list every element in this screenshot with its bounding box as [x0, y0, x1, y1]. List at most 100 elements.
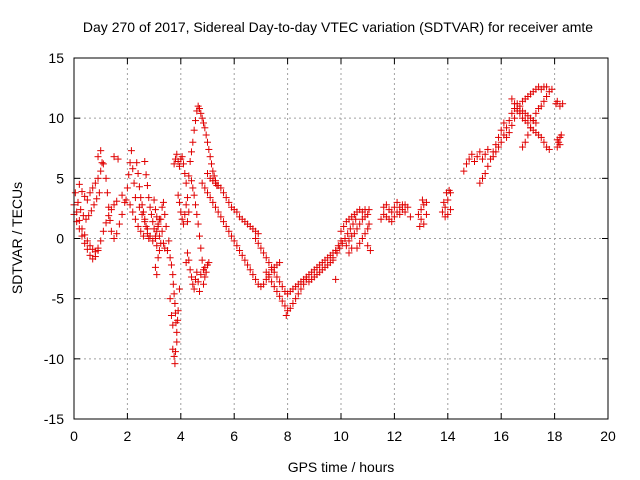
data-point	[126, 201, 134, 209]
data-point	[209, 198, 217, 206]
data-point	[190, 285, 198, 293]
data-point	[190, 191, 198, 199]
data-point	[476, 179, 484, 187]
data-point	[170, 160, 178, 168]
data-point	[361, 230, 369, 238]
data-point	[553, 136, 561, 144]
data-point	[444, 196, 452, 204]
x-tick-label: 20	[600, 428, 616, 444]
data-point	[365, 206, 373, 214]
data-series	[70, 83, 567, 368]
data-point	[345, 249, 353, 257]
y-tick-label: 0	[56, 231, 64, 247]
data-point	[158, 227, 166, 235]
data-point	[71, 189, 79, 197]
data-point	[171, 299, 179, 307]
data-point	[155, 232, 163, 240]
data-point	[241, 256, 249, 264]
data-point	[115, 220, 123, 228]
data-point	[182, 259, 190, 267]
data-point	[276, 278, 284, 286]
data-point	[134, 170, 142, 178]
x-tick-label: 18	[547, 428, 563, 444]
data-point	[332, 275, 340, 283]
data-point	[166, 254, 174, 262]
data-point	[83, 245, 91, 253]
x-tick-label: 4	[177, 428, 185, 444]
data-point	[134, 222, 142, 230]
data-point	[183, 249, 191, 257]
data-point	[497, 138, 505, 146]
data-point	[356, 220, 364, 228]
data-point	[479, 155, 487, 163]
data-point	[364, 242, 372, 250]
data-point	[202, 268, 210, 276]
data-point	[342, 242, 350, 250]
data-point	[173, 328, 181, 336]
data-point	[257, 244, 265, 252]
data-point	[189, 184, 197, 192]
data-point	[129, 165, 137, 173]
data-point	[365, 220, 373, 228]
data-point	[276, 292, 284, 300]
data-point	[204, 170, 211, 178]
data-point	[137, 194, 145, 202]
data-point	[81, 192, 89, 200]
data-point	[189, 138, 197, 146]
data-point	[179, 160, 187, 168]
data-point	[217, 184, 225, 192]
data-point	[149, 218, 157, 226]
data-point	[142, 171, 150, 179]
data-point	[265, 259, 273, 267]
data-point	[95, 189, 103, 197]
data-point	[169, 321, 177, 329]
data-point	[388, 218, 396, 226]
data-point	[154, 222, 162, 230]
data-point	[91, 253, 99, 261]
data-point	[545, 145, 553, 153]
data-point	[165, 237, 173, 245]
data-point	[183, 194, 191, 202]
data-point	[199, 119, 207, 127]
data-point	[89, 184, 97, 192]
data-point	[86, 251, 94, 259]
data-point	[125, 171, 133, 179]
x-axis-label: GPS time / hours	[288, 459, 395, 475]
data-point	[346, 225, 354, 233]
data-point	[344, 230, 352, 238]
data-point	[532, 109, 540, 117]
data-point	[366, 247, 374, 255]
data-point	[158, 203, 166, 211]
data-point	[230, 237, 238, 245]
data-point	[82, 215, 90, 223]
data-point	[151, 206, 159, 214]
data-point	[206, 153, 214, 161]
data-point	[404, 203, 412, 211]
data-point	[465, 155, 473, 163]
data-point	[177, 208, 185, 216]
data-point	[187, 177, 195, 185]
data-point	[364, 225, 372, 233]
data-point	[341, 235, 349, 242]
data-point	[155, 247, 163, 255]
data-point	[540, 138, 548, 146]
data-point	[406, 213, 414, 221]
data-point	[559, 100, 567, 108]
data-point	[182, 179, 190, 187]
data-point	[348, 244, 356, 252]
data-point	[179, 220, 187, 228]
data-point	[151, 235, 159, 242]
data-point	[281, 302, 289, 310]
data-point	[382, 201, 390, 209]
data-point	[74, 198, 82, 206]
data-point	[99, 227, 107, 235]
data-point	[198, 179, 206, 187]
data-point	[417, 206, 425, 214]
data-point	[206, 194, 214, 202]
data-point	[418, 196, 426, 204]
data-point	[233, 208, 241, 216]
data-point	[358, 235, 366, 242]
data-point	[548, 85, 556, 93]
data-point	[422, 210, 430, 218]
